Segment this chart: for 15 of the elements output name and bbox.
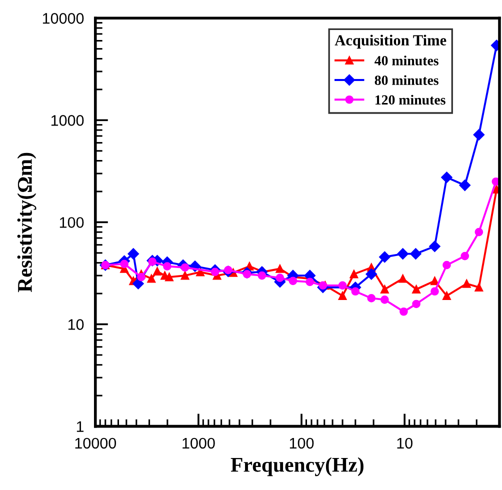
x-tick-label: 10 xyxy=(397,438,412,449)
x-tick-label: 10000 xyxy=(75,438,116,449)
y-tick-label: 100 xyxy=(60,217,84,228)
y-tick-label: 1000 xyxy=(51,115,84,126)
y-tick-label: 10 xyxy=(68,319,84,330)
y-tick-label: 10000 xyxy=(42,13,84,24)
legend-label: 80 minutes xyxy=(374,75,438,86)
y-axis-title: Resistivity(Ωm) xyxy=(17,152,36,292)
x-axis-title: Frequency(Hz) xyxy=(230,457,364,476)
legend-title: Acquisition Time xyxy=(334,34,446,49)
legend-label: 120 minutes xyxy=(375,94,446,105)
y-tick-label: 1 xyxy=(76,421,84,432)
x-tick-label: 1000 xyxy=(182,438,215,449)
x-tick-label: 100 xyxy=(290,438,314,449)
legend-label: 40 minutes xyxy=(374,56,438,66)
